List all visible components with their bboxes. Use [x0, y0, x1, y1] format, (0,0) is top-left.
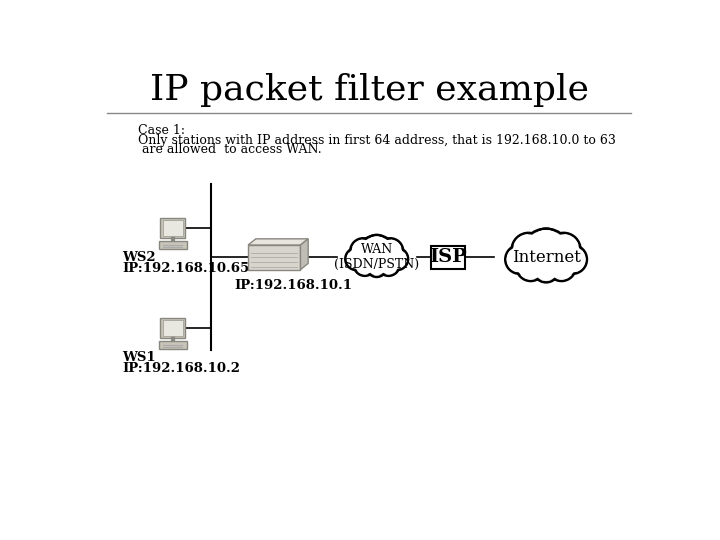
- Circle shape: [559, 246, 585, 272]
- Circle shape: [368, 258, 385, 275]
- Text: IP:192.168.10.65: IP:192.168.10.65: [122, 262, 250, 275]
- Circle shape: [516, 252, 545, 281]
- FancyBboxPatch shape: [159, 241, 186, 249]
- FancyBboxPatch shape: [248, 245, 300, 269]
- FancyBboxPatch shape: [161, 318, 185, 338]
- FancyBboxPatch shape: [163, 220, 183, 236]
- Circle shape: [558, 245, 587, 274]
- Text: Internet: Internet: [512, 249, 580, 266]
- Circle shape: [531, 230, 562, 261]
- Circle shape: [351, 240, 374, 262]
- Circle shape: [522, 230, 570, 278]
- Circle shape: [355, 255, 374, 274]
- Circle shape: [379, 240, 402, 262]
- Circle shape: [346, 248, 367, 270]
- FancyBboxPatch shape: [159, 341, 186, 349]
- Text: IP packet filter example: IP packet filter example: [150, 73, 588, 107]
- Polygon shape: [300, 239, 308, 269]
- Circle shape: [354, 254, 376, 276]
- Circle shape: [549, 234, 579, 265]
- Circle shape: [547, 233, 580, 267]
- Circle shape: [377, 254, 400, 276]
- Circle shape: [350, 238, 376, 264]
- Circle shape: [365, 237, 388, 259]
- Circle shape: [534, 258, 558, 281]
- Circle shape: [387, 249, 407, 268]
- FancyBboxPatch shape: [431, 246, 465, 269]
- Circle shape: [549, 254, 575, 280]
- Circle shape: [547, 252, 576, 281]
- Circle shape: [347, 249, 366, 268]
- Text: WS2: WS2: [122, 251, 156, 264]
- Text: IP:192.168.10.2: IP:192.168.10.2: [122, 362, 240, 375]
- Circle shape: [512, 233, 545, 267]
- Circle shape: [529, 228, 563, 262]
- Circle shape: [513, 234, 544, 265]
- Circle shape: [386, 248, 408, 270]
- Circle shape: [507, 246, 533, 272]
- Circle shape: [359, 237, 395, 273]
- Polygon shape: [248, 239, 308, 245]
- Circle shape: [533, 256, 559, 282]
- Text: WS1: WS1: [122, 351, 156, 364]
- Circle shape: [379, 255, 398, 274]
- Circle shape: [521, 228, 572, 279]
- Text: Case 1:: Case 1:: [138, 124, 185, 137]
- FancyBboxPatch shape: [161, 218, 185, 238]
- Text: Only stations with IP address in first 64 address, that is 192.168.10.0 to 63: Only stations with IP address in first 6…: [138, 134, 616, 147]
- Circle shape: [505, 245, 534, 274]
- FancyBboxPatch shape: [163, 320, 183, 336]
- Text: IP:192.168.10.1: IP:192.168.10.1: [234, 279, 352, 292]
- Text: are allowed  to access WAN.: are allowed to access WAN.: [138, 143, 322, 157]
- Circle shape: [377, 238, 403, 264]
- Circle shape: [357, 235, 396, 274]
- Circle shape: [364, 235, 390, 261]
- Circle shape: [366, 256, 387, 277]
- Text: WAN
(ISDN/PSTN): WAN (ISDN/PSTN): [334, 244, 419, 271]
- Circle shape: [518, 254, 544, 280]
- Text: ISP: ISP: [429, 248, 467, 266]
